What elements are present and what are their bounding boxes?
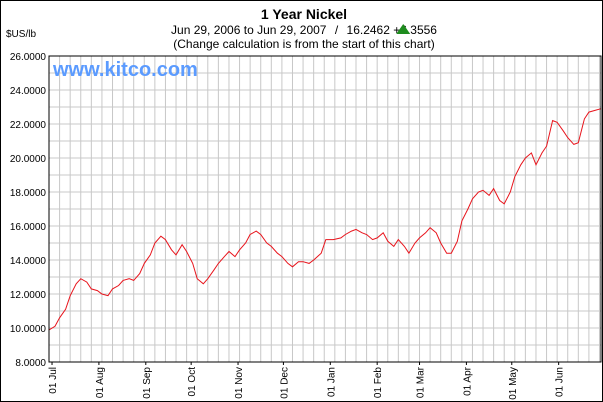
- separator: /: [335, 23, 339, 37]
- date-range: Jun 29, 2006 to Jun 29, 2007: [171, 23, 327, 37]
- x-tick-label: 01 Jul: [48, 367, 59, 394]
- x-tick-label: 01 Sep: [142, 367, 153, 399]
- y-tick-label: 24.0000: [10, 86, 47, 97]
- change-note: (Change calculation is from the start of…: [173, 37, 434, 51]
- y-tick-label: 18.0000: [10, 188, 47, 199]
- chart-title: 1 Year Nickel: [261, 6, 347, 22]
- y-tick-label: 12.0000: [10, 290, 47, 301]
- y-axis: 8.0000 10.0000 12.0000 14.0000 16.0000 18.000…: [10, 52, 47, 369]
- x-tick-label: 01 May: [508, 367, 519, 400]
- x-tick-label: 01 Feb: [373, 367, 384, 399]
- series-line-nickel: [48, 108, 602, 331]
- x-tick-label: 01 Jun: [555, 367, 566, 397]
- y-tick-label: 8.0000: [15, 358, 46, 369]
- x-tick-label: 01 Dec: [279, 367, 290, 399]
- y-tick-label: 26.0000: [10, 52, 47, 63]
- x-axis: 01 Jul 01 Aug 01 Sep 01 Oct 01 Nov 01 Dec 01 J…: [48, 362, 566, 400]
- y-tick-label: 16.0000: [10, 222, 47, 233]
- y-tick-label: 14.0000: [10, 256, 47, 267]
- y-tick-label: 10.0000: [10, 324, 47, 335]
- last-price: 16.2462: [347, 23, 391, 37]
- y-tick-label: 20.0000: [10, 154, 47, 165]
- chart-subtitle: Jun 29, 2006 to Jun 29, 2007 / 16.2462 +…: [171, 23, 437, 37]
- y-axis-label: $US/lb: [6, 29, 36, 40]
- grid: [48, 55, 601, 363]
- x-tick-label: 01 Jan: [326, 367, 337, 397]
- x-tick-label: 01 Mar: [416, 366, 427, 398]
- y-tick-label: 22.0000: [10, 120, 47, 131]
- x-tick-label: 01 Oct: [187, 367, 198, 397]
- x-tick-label: 01 Nov: [234, 367, 245, 399]
- x-tick-label: 01 Aug: [95, 367, 106, 398]
- x-tick-label: 01 Apr: [462, 366, 473, 396]
- plot-area: [48, 55, 602, 363]
- watermark: www.kitco.com: [52, 59, 198, 81]
- up-arrow-icon: [396, 24, 411, 34]
